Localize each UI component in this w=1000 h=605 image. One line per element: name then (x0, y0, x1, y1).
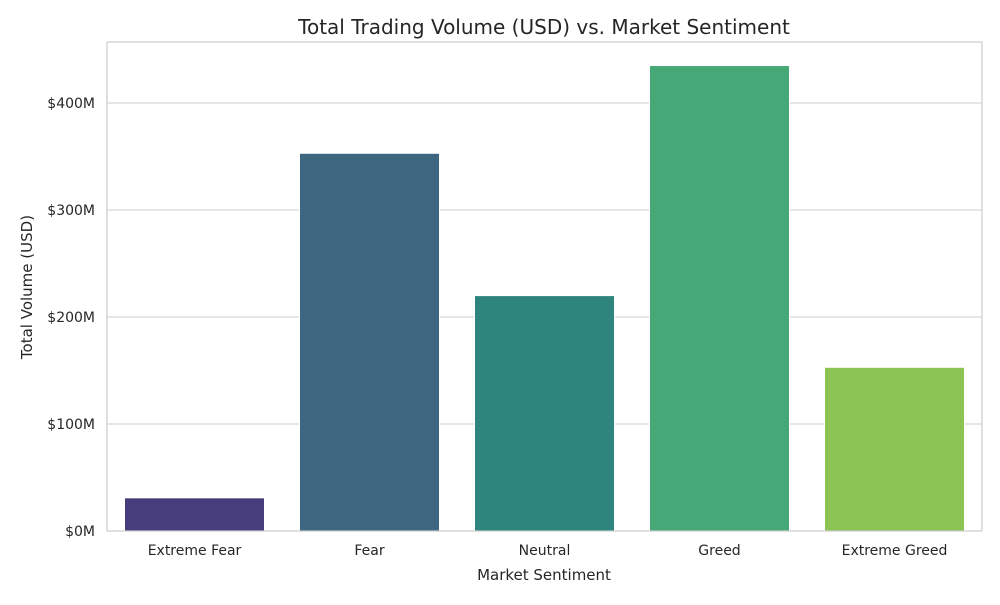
y-tick-label: $400M (47, 96, 95, 112)
x-tick-label: Neutral (519, 543, 571, 559)
y-tick-labels: $0M $100M $200M $300M $400M (47, 96, 95, 540)
bar-neutral (474, 295, 615, 532)
bars (124, 65, 965, 532)
x-tick-label: Extreme Fear (148, 543, 242, 559)
bar-extreme-fear (124, 497, 265, 532)
y-tick-label: $0M (65, 524, 95, 540)
bar-fear (299, 152, 440, 532)
x-tick-label: Fear (354, 543, 384, 559)
chart-title: Total Trading Volume (USD) vs. Market Se… (297, 15, 790, 39)
y-tick-label: $100M (47, 417, 95, 433)
y-tick-label: $300M (47, 203, 95, 219)
bar-extreme-greed (824, 366, 965, 532)
plot-frame (106, 41, 983, 532)
x-tick-labels: Extreme Fear Fear Neutral Greed Extreme Gree… (148, 543, 948, 559)
x-axis-label: Market Sentiment (477, 566, 611, 584)
x-tick-label: Greed (698, 543, 740, 559)
bar-greed (649, 65, 790, 532)
y-tick-label: $200M (47, 310, 95, 326)
x-tick-label: Extreme Greed (842, 543, 948, 559)
y-axis-label: Total Volume (USD) (18, 215, 36, 360)
